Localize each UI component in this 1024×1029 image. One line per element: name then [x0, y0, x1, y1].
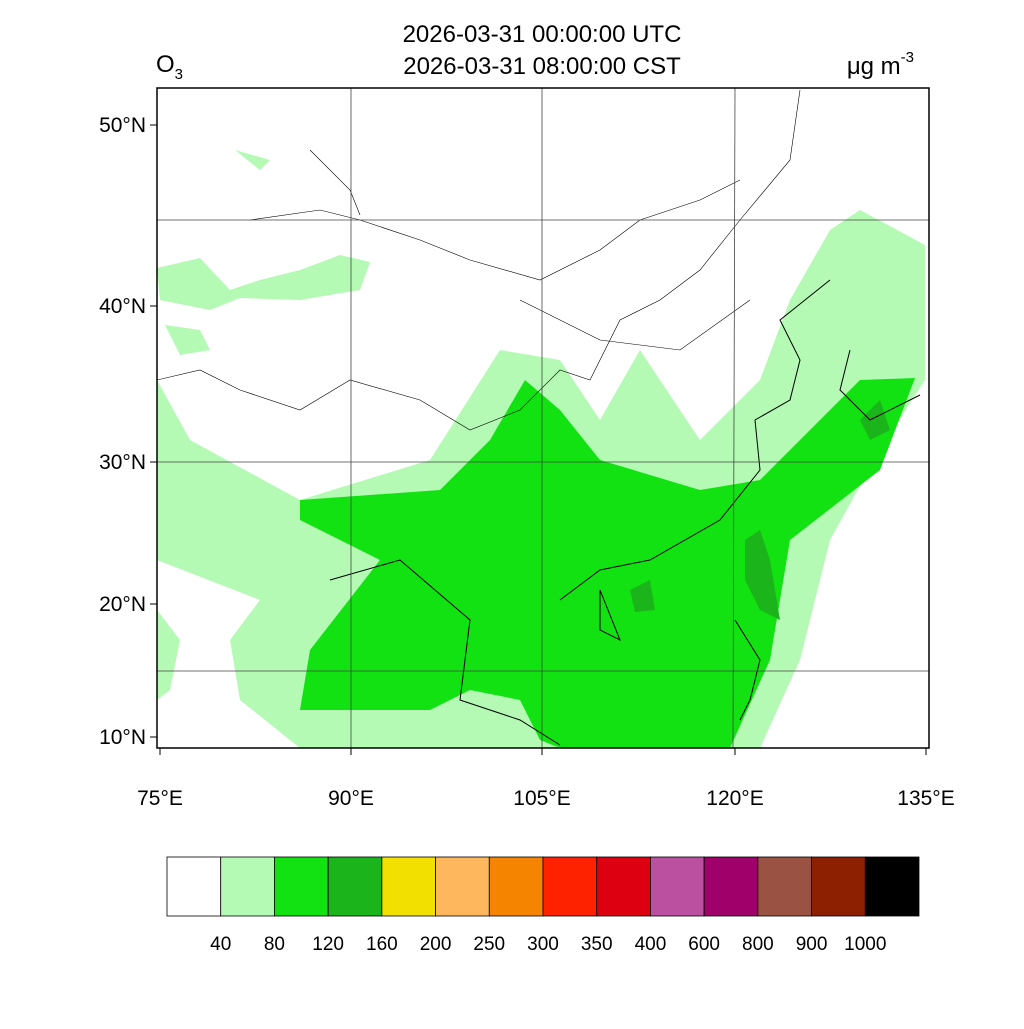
- colorbar-swatch: [435, 856, 490, 917]
- coastline: [329, 279, 921, 746]
- colorbar-swatch: [703, 856, 759, 917]
- contour-40-80: [157, 150, 370, 700]
- colorbar-swatch: [757, 856, 812, 917]
- lon-label: 90°E: [328, 787, 374, 810]
- colorbar-label: 350: [581, 934, 613, 955]
- colorbar-swatch: [596, 856, 651, 917]
- map-field: [157, 89, 925, 748]
- colorbar-label: 250: [473, 934, 505, 955]
- lon-label: 75°E: [137, 787, 183, 810]
- colorbar-label: 400: [635, 934, 667, 955]
- colorbar-swatch: [542, 856, 598, 917]
- lon-label: 135°E: [897, 787, 954, 810]
- colorbar-label: 600: [688, 934, 720, 955]
- colorbar-label: 120: [312, 934, 344, 955]
- border: [157, 89, 801, 431]
- lon-label: 120°E: [706, 787, 763, 810]
- title-line: 2026-03-31 00:00:00 UTC: [403, 21, 682, 48]
- contour-120-160: [630, 400, 890, 620]
- unit-superscript: -3: [901, 49, 914, 66]
- colorbar-swatch: [811, 856, 866, 917]
- title-line: 2026-03-31 08:00:00 CST: [403, 53, 681, 80]
- colorbar-label: 80: [264, 934, 285, 955]
- variable-label: O3: [156, 51, 183, 83]
- colorbar-label: 1000: [844, 934, 886, 955]
- variable-subscript: 3: [175, 66, 183, 83]
- lat-label: 20°N: [99, 593, 146, 616]
- colorbar-swatch: [274, 856, 329, 917]
- colorbar-label: 160: [366, 934, 398, 955]
- lon-label: 105°E: [513, 787, 570, 810]
- colorbar-swatch: [864, 856, 920, 917]
- colorbar-label: 200: [420, 934, 452, 955]
- colorbar-swatch: [381, 856, 436, 917]
- colorbar-swatch: [488, 856, 544, 917]
- colorbar-label: 40: [210, 934, 231, 955]
- unit-base: μg m: [847, 53, 901, 80]
- colorbar-swatch: [166, 856, 222, 917]
- colorbar-swatch: [327, 856, 383, 917]
- map-frame: [156, 87, 930, 749]
- lat-label: 50°N: [99, 114, 146, 137]
- unit-label: μg m-3: [847, 49, 914, 80]
- contour-80-120: [300, 378, 915, 748]
- colorbar-swatch: [220, 856, 275, 917]
- lat-label: 40°N: [99, 295, 146, 318]
- colorbar-label: 900: [796, 934, 828, 955]
- graticule: [157, 87, 929, 749]
- colorbar-label: 800: [742, 934, 774, 955]
- lat-label: 30°N: [99, 451, 146, 474]
- variable-base: O: [156, 51, 175, 78]
- colorbar-label: 300: [527, 934, 559, 955]
- colorbar-swatch: [650, 856, 705, 917]
- lat-label: 10°N: [99, 726, 146, 749]
- meridian: [732, 87, 736, 749]
